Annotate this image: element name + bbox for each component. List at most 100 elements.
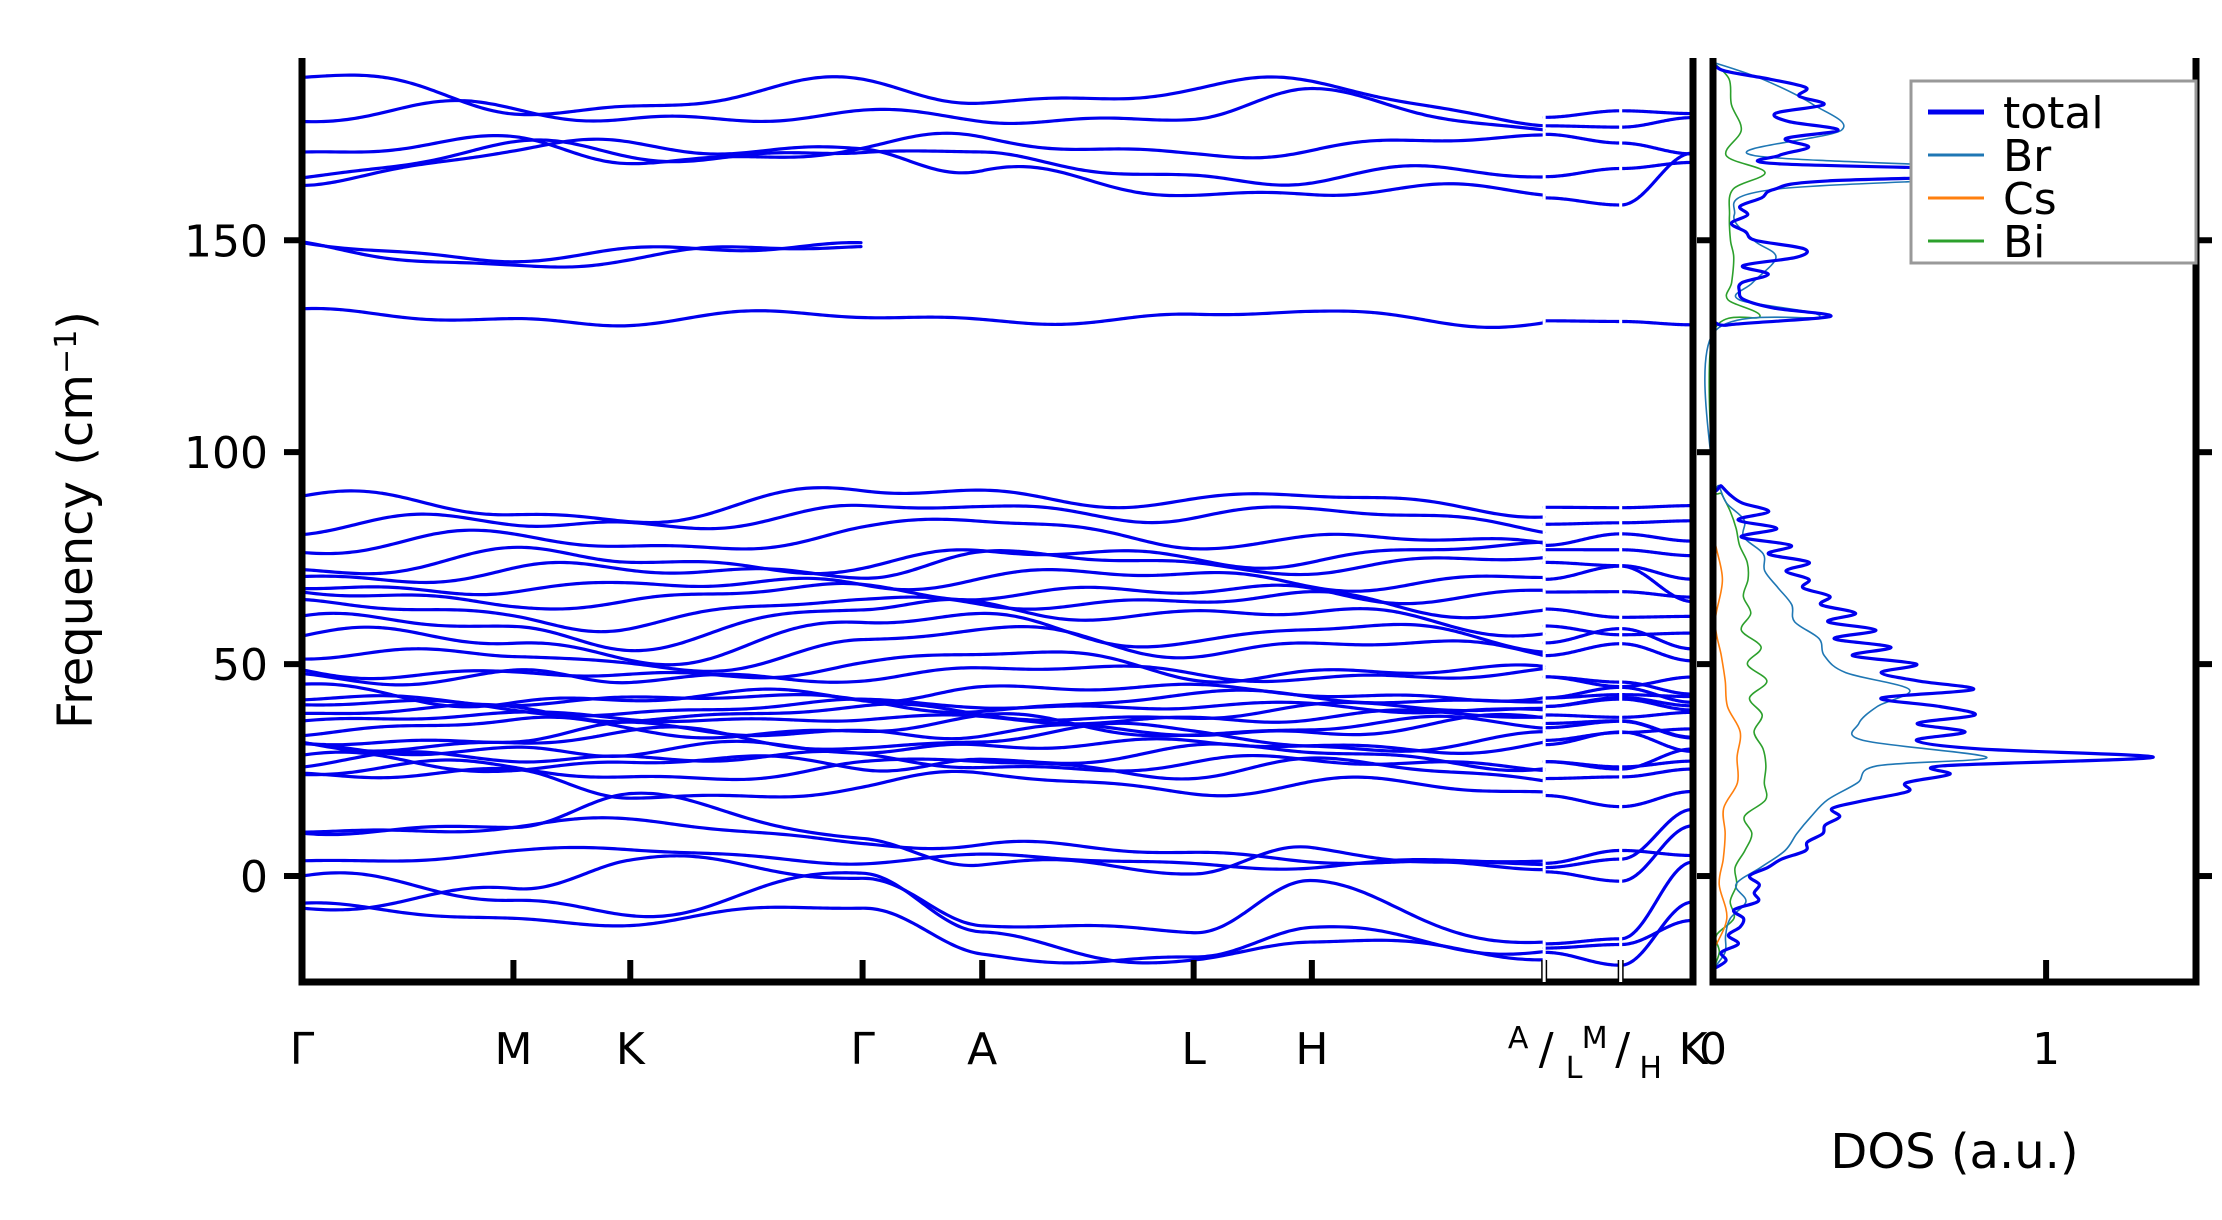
band-branch — [1542, 937, 1623, 946]
band-branch — [300, 73, 1546, 128]
band-branch — [1542, 857, 1623, 870]
band-branch — [1542, 950, 1623, 967]
band-branch — [300, 540, 1546, 576]
band-branch — [1619, 697, 1695, 712]
band-branch — [1619, 116, 1695, 129]
dos-axis-label: DOS (a.u.) — [1830, 1124, 2078, 1180]
y-axis-label: Frequency (cm−1) — [48, 311, 104, 729]
band-branch — [1619, 627, 1695, 651]
fraction-denominator: L — [1566, 1051, 1583, 1086]
band-branch — [1542, 759, 1623, 769]
band-branch — [1619, 614, 1695, 619]
x-tick-label: K — [616, 1024, 646, 1075]
dos-x-tick-label: 1 — [2032, 1024, 2060, 1075]
band-branch — [300, 756, 1546, 783]
band-branch — [1619, 642, 1695, 663]
dos-axes-frame — [1709, 58, 2200, 986]
x-tick-label: H — [1295, 1024, 1328, 1075]
x-tick-label: Γ — [290, 1024, 315, 1075]
legend-label-bi: Bi — [2003, 217, 2045, 268]
band-branch — [1542, 848, 1623, 865]
y-tick-label: 150 — [184, 216, 268, 267]
band-branch — [1619, 564, 1695, 581]
x-tick-label: Γ — [850, 1024, 875, 1075]
legend-label-total: total — [2003, 88, 2104, 139]
band-branch — [1619, 685, 1695, 704]
band-branch — [1542, 132, 1623, 145]
band-branch — [1542, 560, 1623, 568]
band-branch — [1542, 793, 1623, 809]
band-branch — [1542, 713, 1623, 719]
band-branch — [1619, 848, 1695, 858]
band-branch — [1542, 624, 1623, 637]
band-branch — [300, 871, 1546, 965]
band-branch — [1619, 532, 1695, 543]
band-branch — [1542, 196, 1623, 207]
band-branch — [1619, 141, 1695, 156]
band-branch — [1619, 680, 1695, 696]
band-branch — [300, 697, 1546, 718]
band-branch — [300, 854, 1546, 945]
axes — [284, 58, 2212, 986]
dos-series-bi — [1708, 61, 1768, 970]
band-branch — [1542, 564, 1623, 581]
dos-series-br — [1704, 61, 2070, 970]
band-branch — [300, 901, 1546, 965]
band-structure-lines — [300, 73, 1695, 967]
band-branch — [1619, 631, 1695, 637]
band-branch — [300, 568, 1546, 597]
band-branch — [300, 845, 1546, 871]
band-branch — [1619, 151, 1695, 207]
fraction-numerator: M — [1582, 1021, 1608, 1056]
y-axis-label-text: Frequency (cm−1) — [48, 311, 104, 729]
band-branch — [300, 712, 1546, 740]
band-branch — [1619, 564, 1695, 604]
band-branch — [300, 624, 1546, 673]
y-tick-label: 0 — [240, 852, 268, 903]
band-branch — [1619, 109, 1695, 116]
band-branch — [300, 712, 1546, 747]
y-tick-label: 100 — [184, 428, 268, 479]
band-branch — [300, 816, 1546, 872]
band-branch — [1542, 124, 1623, 129]
band-branch — [1542, 697, 1623, 709]
band-branch — [300, 766, 1546, 800]
band-branch — [300, 240, 863, 269]
fraction-numerator: A — [1508, 1021, 1529, 1056]
legend-label-cs: Cs — [2003, 174, 2057, 225]
band-branch — [300, 131, 1546, 166]
band-branch — [1542, 685, 1623, 700]
y-tick-label: 50 — [212, 640, 268, 691]
band-branch — [300, 749, 1546, 773]
band-branch — [1542, 319, 1623, 324]
band-axes-frame — [298, 58, 1697, 986]
band-branch — [1619, 695, 1695, 708]
band-branch — [1619, 548, 1695, 558]
band-branch — [300, 581, 1546, 611]
x-tick-label: L — [1181, 1024, 1206, 1075]
x-tick-label: M — [494, 1024, 532, 1075]
band-branch — [300, 137, 1546, 198]
band-branch — [1542, 642, 1623, 658]
dos-x-tick-label: 0 — [1699, 1024, 1727, 1075]
band-branch — [300, 517, 1546, 556]
band-branch — [300, 486, 1546, 525]
fraction-slash: / — [1539, 1024, 1554, 1075]
band-branch — [1542, 627, 1623, 645]
band-branch — [300, 597, 1546, 653]
band-branch — [1619, 160, 1695, 171]
band-branch — [1619, 504, 1695, 510]
band-branch — [1542, 166, 1623, 179]
band-branch — [1619, 759, 1695, 769]
x-tick-label: A — [967, 1024, 997, 1075]
band-branch — [300, 549, 1546, 585]
band-branch — [1542, 521, 1623, 526]
band-branch — [1542, 942, 1623, 950]
x-tick-label-fraction: A / L — [1508, 1021, 1583, 1086]
band-branch — [300, 664, 1546, 687]
fraction-denominator: H — [1639, 1051, 1662, 1086]
band-branch — [1619, 767, 1695, 779]
